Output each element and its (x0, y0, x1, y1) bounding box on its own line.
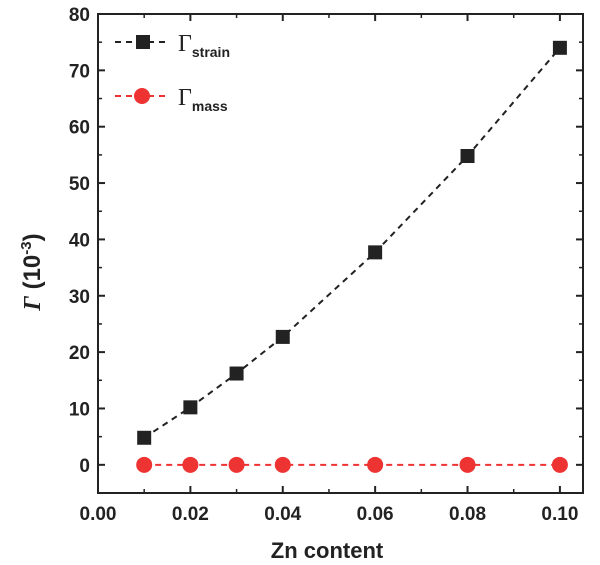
data-point-strain (460, 149, 475, 164)
data-point-mass (367, 456, 384, 473)
legend-subscript: strain (192, 44, 230, 60)
y-tick-label: 80 (69, 5, 90, 26)
data-point-strain (137, 430, 152, 445)
y-tick-label: 10 (69, 399, 90, 420)
legend-marker (136, 35, 150, 49)
y-tick-label: 50 (69, 174, 90, 195)
plot-area (136, 40, 568, 473)
axes: 0.00 0.02 0.04 0.06 0.08 0.10 0 10 20 30 40 50 60 70 8… (69, 5, 584, 525)
data-point-strain (229, 366, 244, 381)
legend-subscript: mass (192, 98, 228, 114)
data-point-strain (183, 400, 198, 415)
x-tick-label: 0.08 (449, 504, 486, 525)
y-axis-label-close: ) (19, 233, 46, 241)
series-strain (137, 40, 567, 445)
x-tick-label: 0.10 (541, 504, 578, 525)
legend-item-strain: Γstrain (115, 31, 230, 60)
series-mass (136, 456, 568, 473)
y-tick-label: 40 (69, 230, 90, 251)
svg-text:Γ (10-3): Γ (10-3) (18, 233, 46, 311)
x-axis-label: Zn content (271, 538, 384, 563)
legend-marker (134, 88, 150, 104)
data-point-mass (136, 456, 153, 473)
data-point-mass (274, 456, 291, 473)
legend-item-mass: Γmass (115, 85, 228, 114)
legend-label: Γmass (178, 85, 228, 114)
data-point-strain (552, 40, 567, 55)
y-tick-label: 30 (69, 287, 90, 308)
legend-label: Γstrain (178, 31, 230, 60)
y-tick-label: 20 (69, 343, 90, 364)
data-point-mass (182, 456, 199, 473)
data-point-mass (459, 456, 476, 473)
x-tick-label: 0.06 (357, 504, 394, 525)
legend-symbol: Γ (178, 85, 192, 111)
data-point-mass (551, 456, 568, 473)
data-point-strain (368, 245, 383, 260)
y-axis-label: Γ (10-3) (18, 233, 46, 311)
plot-frame (97, 13, 584, 494)
x-tick-label: 0.04 (264, 504, 301, 525)
y-axis-label-symbol: Γ (20, 296, 46, 312)
data-point-mass (228, 456, 245, 473)
data-point-strain (275, 329, 290, 344)
y-tick-label: 70 (69, 61, 90, 82)
x-tick-label: 0.02 (172, 504, 209, 525)
y-axis-label-exponent: -3 (18, 241, 35, 254)
y-tick-label: 0 (79, 456, 90, 477)
x-tick-label: 0.00 (80, 504, 117, 525)
y-tick-label: 60 (69, 118, 90, 139)
y-axis-label-text: (10 (19, 255, 46, 296)
legend-symbol: Γ (178, 31, 192, 57)
